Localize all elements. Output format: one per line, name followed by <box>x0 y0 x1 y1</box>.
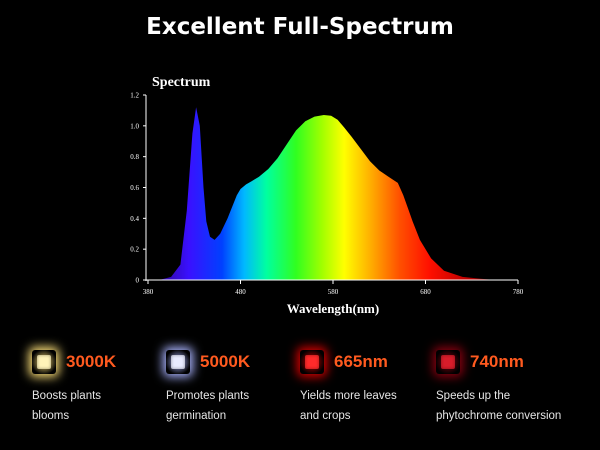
x-tick-label: 580 <box>328 288 339 296</box>
led-description-line: Yields more leaves <box>300 390 397 402</box>
led-description: Promotes plants germination <box>166 386 249 426</box>
chart-title: Spectrum <box>152 75 211 90</box>
led-description-line: Promotes plants <box>166 390 250 402</box>
y-tick-label: 0.4 <box>130 215 139 223</box>
y-tick-label: 1.0 <box>130 122 139 130</box>
led-label: 3000K <box>66 352 117 371</box>
led-label: 740nm <box>470 352 524 371</box>
led-chip-icon <box>300 350 324 374</box>
led-label: 665nm <box>334 352 388 371</box>
y-tick-label: 0 <box>136 277 140 285</box>
led-label: 5000K <box>200 352 251 371</box>
led-chip-icon <box>32 350 56 374</box>
led-description: Speeds up the phytochrome conversion <box>436 386 561 426</box>
led-description: Yields more leaves and crops <box>300 386 397 426</box>
led-description: Boosts plants blooms <box>32 386 101 426</box>
y-axis-ticks: 0 0.2 0.4 0.6 0.8 1.0 1.2 <box>130 92 146 285</box>
y-tick-label: 0.8 <box>130 153 139 161</box>
led-description-line: and crops <box>300 410 351 422</box>
x-axis-ticks: 380 480 580 680 780 <box>143 280 524 296</box>
led-description-line: blooms <box>32 410 70 422</box>
spectrum-chart: Spectrum 0 0.2 0.4 0.6 0.8 1.0 1.2 380 480 580 68… <box>130 75 524 316</box>
y-tick-label: 0.2 <box>130 246 139 254</box>
y-tick-label: 0.6 <box>130 184 139 192</box>
led-chip-icon <box>436 350 460 374</box>
led-description-line: Boosts plants <box>32 390 102 402</box>
page-title: Excellent Full-Spectrum <box>146 14 454 40</box>
x-axis-label: Wavelength(nm) <box>287 301 379 316</box>
led-description-line: phytochrome conversion <box>436 410 562 422</box>
x-tick-label: 480 <box>235 288 246 296</box>
led-description-line: Speeds up the <box>436 390 511 402</box>
spectrum-area-series <box>159 107 495 280</box>
y-tick-label: 1.2 <box>130 92 139 100</box>
x-tick-label: 380 <box>143 288 154 296</box>
led-chip-icon <box>166 350 190 374</box>
x-tick-label: 780 <box>513 288 524 296</box>
led-description-line: germination <box>166 410 227 422</box>
x-tick-label: 680 <box>420 288 431 296</box>
